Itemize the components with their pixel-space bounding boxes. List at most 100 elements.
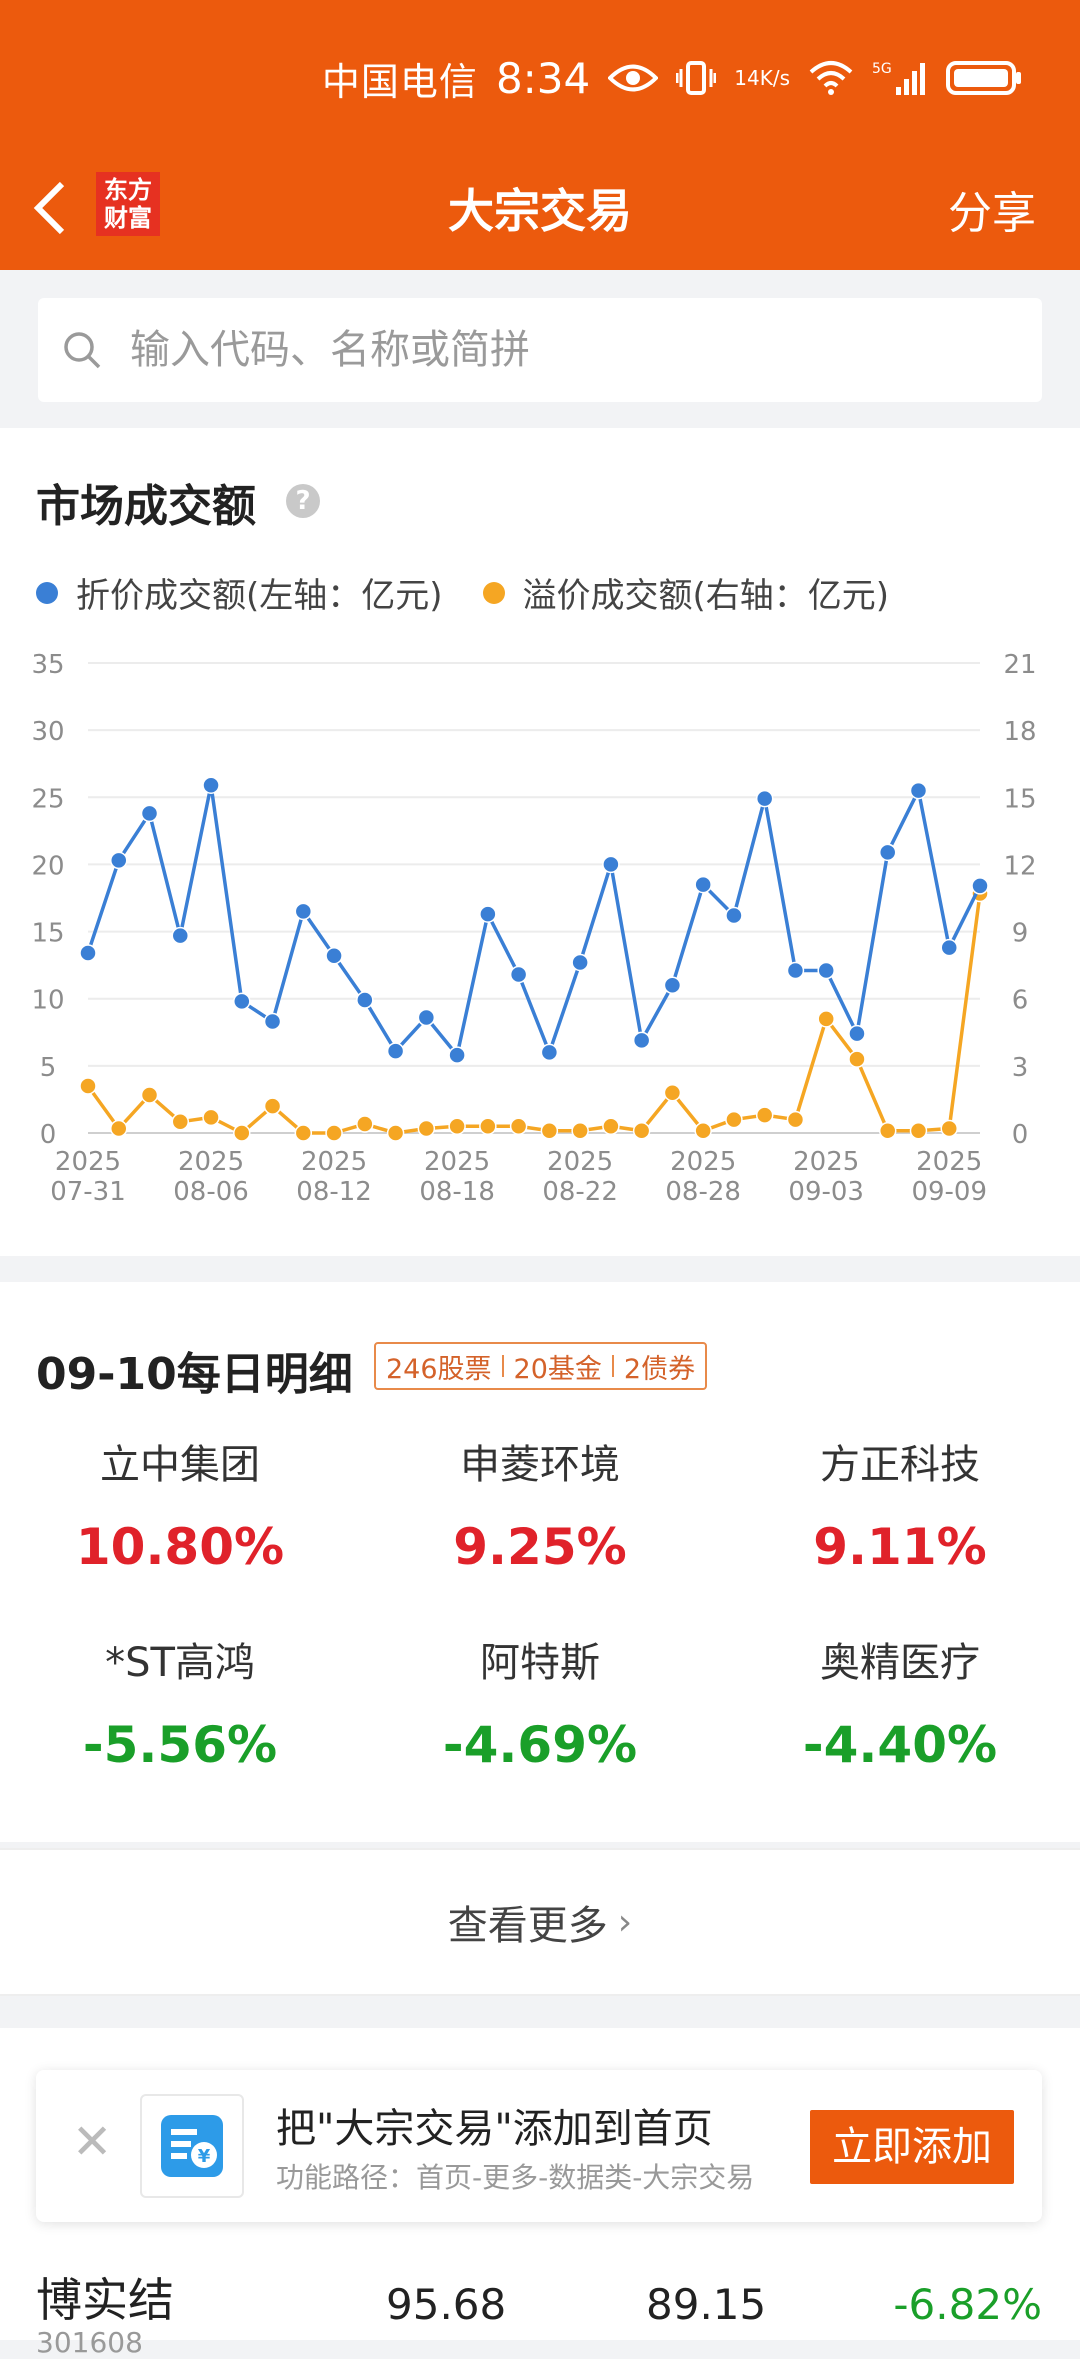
logo-line1: 东方 xyxy=(104,176,152,204)
y-right-tick-label: 9 xyxy=(1012,919,1029,949)
legend-discount-label: 折价成交额(左轴：亿元) xyxy=(76,576,443,616)
page-title: 大宗交易 xyxy=(448,184,632,238)
search-box[interactable] xyxy=(38,298,1042,402)
y-right-tick-label: 15 xyxy=(1003,784,1036,814)
mover-pct: 9.11% xyxy=(813,1518,987,1576)
battery-icon xyxy=(946,59,1024,97)
mover-item[interactable]: 申菱环境 9.25% xyxy=(360,1432,720,1576)
mover-item[interactable]: 方正科技 9.11% xyxy=(720,1432,1080,1576)
data-point xyxy=(663,1083,682,1102)
stock-code: 301608 xyxy=(36,2326,143,2359)
data-point xyxy=(725,1110,743,1129)
data-point xyxy=(571,953,589,972)
daily-detail-card: 09-10每日明细 246股票 20基金 2债券 立中集团 10.80% 申菱环… xyxy=(0,1282,1080,1842)
y-left-tick-label: 5 xyxy=(40,1053,57,1083)
x-tick-label: 2025 xyxy=(670,1147,736,1177)
mover-item[interactable]: 阿特斯 -4.69% xyxy=(360,1630,720,1774)
svg-text:¥: ¥ xyxy=(198,2146,211,2167)
chart-legend: 折价成交额(左轴：亿元) 溢价成交额(右轴：亿元) xyxy=(36,568,889,617)
data-point xyxy=(817,961,835,980)
stock-value-3: -6.82% xyxy=(893,2280,1042,2329)
mover-pct: -4.40% xyxy=(802,1716,998,1774)
chevron-right-icon: › xyxy=(617,1901,633,1943)
market-volume-card: 市场成交额 ? 折价成交额(左轴：亿元) 溢价成交额(右轴：亿元) 0 0 5 3 10… xyxy=(0,428,1080,1256)
data-point xyxy=(233,992,251,1011)
data-point xyxy=(509,965,528,984)
view-more-button[interactable]: 查看更多 › xyxy=(0,1848,1080,1996)
table-row[interactable]: 博实结 301608 95.68 89.15 -6.82% xyxy=(0,2264,1080,2359)
x-tick-label: 07-31 xyxy=(50,1177,126,1207)
wifi-icon xyxy=(808,60,854,96)
legend-discount[interactable]: 折价成交额(左轴：亿元) xyxy=(36,568,443,617)
y-left-tick-label: 20 xyxy=(31,851,64,881)
data-point xyxy=(79,944,97,962)
eye-icon xyxy=(608,61,659,95)
add-now-button[interactable]: 立即添加 xyxy=(810,2110,1014,2184)
market-title: 市场成交额 xyxy=(36,481,256,532)
mover-item[interactable]: 奥精医疗 -4.40% xyxy=(720,1630,1080,1774)
mover-item[interactable]: 立中集团 10.80% xyxy=(0,1432,360,1576)
y-left-tick-label: 35 xyxy=(31,650,64,680)
legend-premium-label: 溢价成交额(右轴：亿元) xyxy=(522,576,890,616)
y-right-tick-label: 3 xyxy=(1012,1053,1029,1083)
detail-badges: 246股票 20基金 2债券 xyxy=(374,1342,708,1390)
data-point xyxy=(110,851,128,870)
x-tick-label: 2025 xyxy=(793,1147,859,1177)
mover-pct: -4.69% xyxy=(442,1716,638,1774)
x-tick-label: 09-09 xyxy=(911,1177,987,1207)
data-point xyxy=(110,1119,128,1138)
data-point xyxy=(325,946,343,965)
help-icon[interactable]: ? xyxy=(286,484,320,518)
data-point xyxy=(694,875,712,894)
legend-premium[interactable]: 溢价成交额(右轴：亿元) xyxy=(482,568,890,617)
data-point xyxy=(940,1119,958,1138)
detail-title: 09-10每日明细 xyxy=(36,1349,353,1400)
data-point xyxy=(571,1122,589,1140)
back-button[interactable] xyxy=(30,178,80,248)
x-tick-label: 09-03 xyxy=(788,1177,864,1207)
search-input[interactable] xyxy=(130,327,990,373)
badge-bonds: 2债券 xyxy=(623,1353,696,1385)
data-point xyxy=(694,1122,712,1140)
carrier-label: 中国电信 xyxy=(321,59,478,104)
x-tick-label: 2025 xyxy=(547,1147,613,1177)
data-point xyxy=(602,855,620,874)
data-point xyxy=(386,1042,405,1060)
net-speed: 14 K/s xyxy=(734,68,790,88)
y-left-tick-label: 25 xyxy=(31,784,64,814)
data-point xyxy=(448,1046,466,1064)
close-icon[interactable]: ✕ xyxy=(72,2114,113,2170)
data-point xyxy=(417,1119,436,1138)
banner-subtitle: 功能路径：首页-更多-数据类-大宗交易 xyxy=(276,2161,755,2194)
data-point xyxy=(140,1086,159,1104)
y-left-tick-label: 0 xyxy=(40,1120,57,1150)
mover-name: 立中集团 xyxy=(100,1442,260,1488)
status-bar: 中国电信 8:34 14 K/s 5G xyxy=(322,50,1024,106)
data-point xyxy=(848,1024,866,1043)
mover-pct: 9.25% xyxy=(453,1518,627,1576)
data-point xyxy=(817,1010,835,1028)
y-right-tick-label: 12 xyxy=(1003,851,1036,881)
mover-name: 阿特斯 xyxy=(480,1640,600,1686)
y-left-tick-label: 30 xyxy=(31,717,64,747)
mover-name: 方正科技 xyxy=(820,1442,980,1488)
view-more-label: 查看更多 xyxy=(447,1903,608,1949)
data-point xyxy=(171,926,190,945)
badge-divider xyxy=(501,1355,504,1377)
data-point xyxy=(909,1122,928,1140)
mover-pct: 10.80% xyxy=(75,1518,285,1576)
stock-value-2: 89.15 xyxy=(646,2280,767,2329)
x-tick-label: 08-06 xyxy=(173,1177,249,1207)
y-right-tick-label: 0 xyxy=(1012,1120,1029,1150)
data-point xyxy=(294,902,313,921)
bottom-section: ✕ ¥ 把"大宗交易"添加到首页 功能路径：首页-更多-数据类-大宗交易 立即添… xyxy=(0,2028,1080,2359)
y-right-tick-label: 21 xyxy=(1003,650,1036,680)
series-line xyxy=(86,783,982,1057)
data-point xyxy=(325,1124,343,1142)
signal-icon: 5G xyxy=(872,59,928,97)
network-type: 5G xyxy=(872,61,892,77)
vibrate-icon xyxy=(676,59,717,97)
mover-item[interactable]: *ST高鸿 -5.56% xyxy=(0,1630,360,1774)
share-button[interactable]: 分享 xyxy=(948,188,1036,239)
data-point xyxy=(417,1008,436,1027)
